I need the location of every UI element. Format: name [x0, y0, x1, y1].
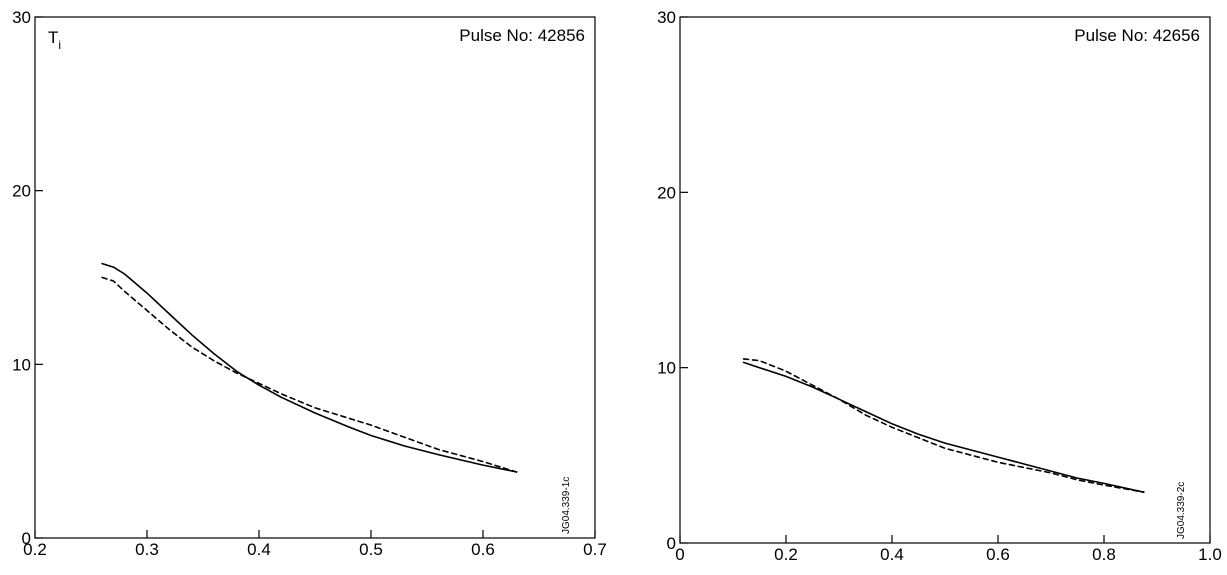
solid-series-line — [742, 361, 1145, 494]
x-tick-label: 0.3 — [135, 540, 159, 559]
pulse-label: Pulse No: 42656 — [1074, 26, 1200, 45]
dashed-series-line — [101, 276, 518, 473]
x-tick-label: 0.8 — [1092, 545, 1116, 564]
panel-label-main: T — [48, 28, 58, 47]
y-tick-label: 10 — [12, 355, 31, 374]
panel-label: Ti — [48, 28, 61, 52]
x-tick-label: 0.2 — [774, 545, 798, 564]
left-panel: 0 10 20 30 0.2 0.3 0.4 0.5 0.6 0.7 Pulse No: 42856… — [12, 8, 607, 559]
x-tick-label: 1.0 — [1198, 545, 1222, 564]
x-tick-label: 0.4 — [247, 540, 271, 559]
panel-label-subscript: i — [58, 38, 61, 52]
solid-series-line — [101, 262, 518, 473]
dashed-series-line — [742, 358, 1145, 494]
y-tick-label: 30 — [12, 8, 31, 27]
figure-code: JG04.339-1c — [561, 477, 572, 534]
x-tick-label: 0.6 — [471, 540, 495, 559]
y-tick-label: 20 — [657, 183, 676, 202]
right-panel: 0 10 20 30 0 0.2 0.4 0.6 0.8 1.0 Pulse No: 42656 JG… — [657, 8, 1222, 564]
x-tick-label: 0.5 — [359, 540, 383, 559]
pulse-label: Pulse No: 42856 — [459, 26, 585, 45]
y-tick-label: 0 — [667, 534, 676, 553]
plot-frame — [679, 16, 1211, 544]
plot-frame — [34, 16, 596, 539]
figure-code: JG04.339-2c — [1176, 482, 1187, 539]
x-tick-label: 0.6 — [986, 545, 1010, 564]
y-tick-label: 30 — [657, 8, 676, 27]
y-tick-label: 10 — [657, 359, 676, 378]
x-tick-label: 0.4 — [880, 545, 904, 564]
y-tick-label: 20 — [12, 182, 31, 201]
x-tick-label: 0.2 — [23, 540, 47, 559]
x-tick-label: 0 — [675, 545, 684, 564]
x-tick-label: 0.7 — [583, 540, 607, 559]
y-tick-label: 0 — [22, 529, 31, 548]
